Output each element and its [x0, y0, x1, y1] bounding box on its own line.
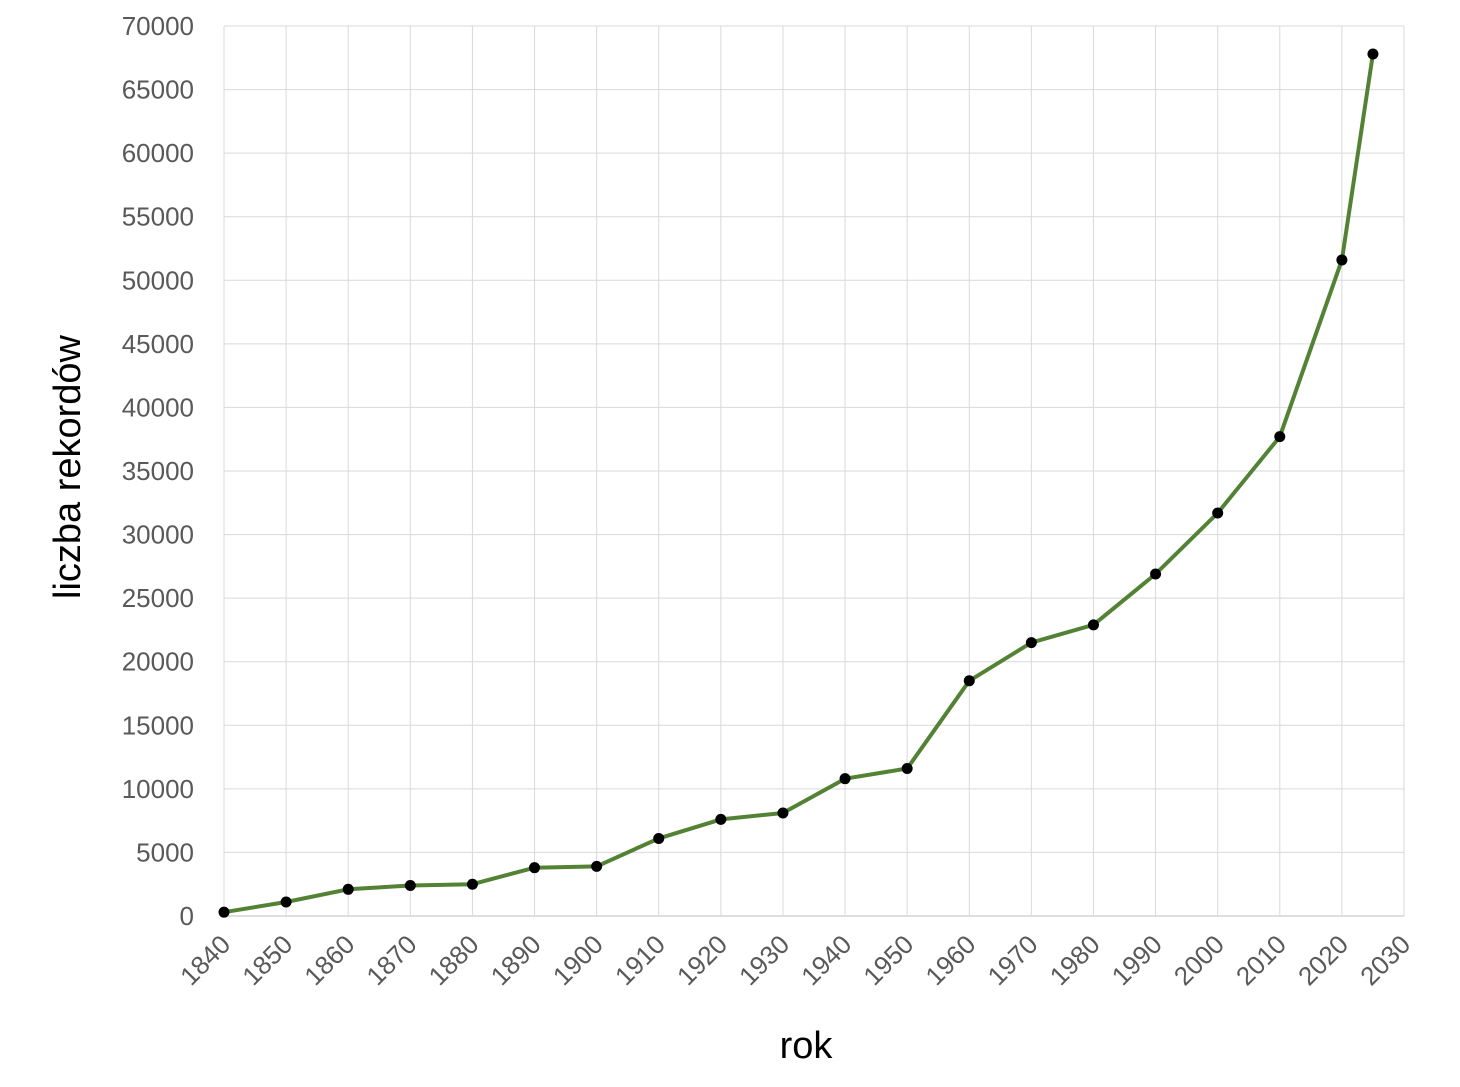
- y-tick-label: 50000: [122, 265, 194, 295]
- y-tick-label: 65000: [122, 75, 194, 105]
- data-point: [715, 813, 727, 825]
- data-point: [777, 807, 789, 819]
- y-tick-label: 5000: [136, 837, 194, 867]
- y-tick-label: 45000: [122, 329, 194, 359]
- x-tick-label: 1870: [360, 929, 422, 991]
- grid-lines: [223, 25, 1405, 917]
- x-tick-label: 1940: [795, 929, 857, 991]
- x-tick-label: 2030: [1354, 929, 1416, 991]
- data-point: [1025, 637, 1037, 649]
- series-line: [222, 52, 1375, 915]
- x-tick-label: 1960: [919, 929, 981, 991]
- x-tick-label: 1890: [485, 929, 547, 991]
- x-tick-label: 1930: [733, 929, 795, 991]
- y-tick-label: 30000: [122, 520, 194, 550]
- y-tick-label: 35000: [122, 456, 194, 486]
- y-tick-label: 0: [180, 901, 194, 931]
- data-point: [1336, 254, 1348, 266]
- data-point: [653, 832, 665, 844]
- data-point: [1087, 619, 1099, 631]
- x-tick-label: 1900: [547, 929, 609, 991]
- data-point: [1150, 568, 1162, 580]
- y-tick-label: 70000: [122, 11, 194, 41]
- x-tick-label: 1950: [857, 929, 919, 991]
- x-axis-label: rok: [780, 1025, 834, 1067]
- y-tick-label: 10000: [122, 774, 194, 804]
- x-tick-label: 2000: [1168, 929, 1230, 991]
- x-tick-labels: 1840 1850 1860 1870 1880 1890 1900 1910 1920 1930…: [174, 929, 1416, 991]
- data-point: [839, 773, 851, 785]
- x-tick-label: 1850: [236, 929, 298, 991]
- data-point: [280, 896, 292, 908]
- x-tick-label: 1990: [1106, 929, 1168, 991]
- y-tick-label: 25000: [122, 583, 194, 613]
- x-tick-label: 1910: [609, 929, 671, 991]
- data-point: [218, 906, 230, 918]
- data-point: [466, 878, 478, 890]
- data-point: [591, 860, 603, 872]
- y-axis-label: liczba rekordów: [47, 334, 89, 599]
- data-point: [342, 883, 354, 895]
- y-tick-label: 55000: [122, 202, 194, 232]
- data-point: [404, 879, 416, 891]
- data-point: [1274, 431, 1286, 443]
- y-tick-label: 15000: [122, 710, 194, 740]
- x-tick-label: 1920: [671, 929, 733, 991]
- x-tick-label: 1970: [981, 929, 1043, 991]
- data-point: [1212, 507, 1224, 519]
- x-tick-label: 1880: [423, 929, 485, 991]
- y-tick-label: 20000: [122, 647, 194, 677]
- x-tick-label: 2020: [1292, 929, 1354, 991]
- y-tick-label: 40000: [122, 392, 194, 422]
- data-series: [218, 48, 1379, 918]
- data-point: [529, 862, 541, 874]
- x-tick-label: 1840: [174, 929, 236, 991]
- y-tick-label: 60000: [122, 138, 194, 168]
- x-tick-label: 1860: [298, 929, 360, 991]
- x-tick-label: 1980: [1044, 929, 1106, 991]
- data-point: [901, 763, 913, 775]
- y-tick-labels: 0 5000 10000 15000 20000 25000 30000 35000 40000…: [122, 11, 194, 931]
- data-point: [963, 675, 975, 687]
- data-point: [1367, 48, 1379, 60]
- x-tick-label: 2010: [1230, 929, 1292, 991]
